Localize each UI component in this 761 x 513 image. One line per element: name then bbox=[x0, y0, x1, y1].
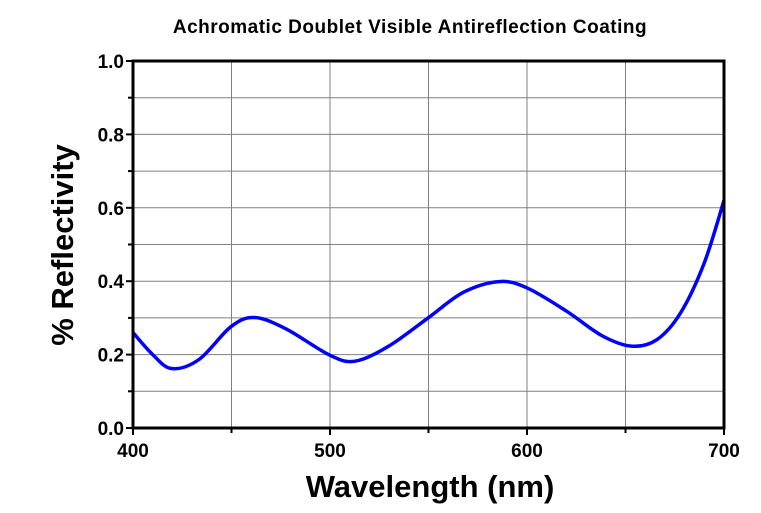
chart-title: Achromatic Doublet Visible Antireflectio… bbox=[173, 17, 647, 38]
y-tick-label: 0.4 bbox=[98, 272, 125, 293]
x-tick-label: 400 bbox=[117, 441, 149, 462]
x-axis-label: Wavelength (nm) bbox=[306, 469, 555, 504]
ticks: 400 500 600 700 0.0 0.2 0.4 0.6 0.8 1.0 bbox=[98, 52, 740, 462]
y-axis-label: % Reflectivity bbox=[45, 143, 80, 345]
grid bbox=[133, 61, 724, 428]
y-tick-label: 0.2 bbox=[98, 346, 124, 367]
y-tick-label: 0.6 bbox=[98, 199, 124, 220]
x-tick-label: 700 bbox=[708, 441, 740, 462]
plot-frame bbox=[131, 59, 726, 430]
y-tick-label: 0.0 bbox=[98, 419, 124, 440]
x-tick-label: 500 bbox=[314, 441, 346, 462]
y-tick-label: 1.0 bbox=[98, 52, 124, 73]
y-tick-label: 0.8 bbox=[98, 125, 124, 146]
x-tick-label: 600 bbox=[511, 441, 543, 462]
series-line-reflectivity bbox=[131, 199, 726, 371]
